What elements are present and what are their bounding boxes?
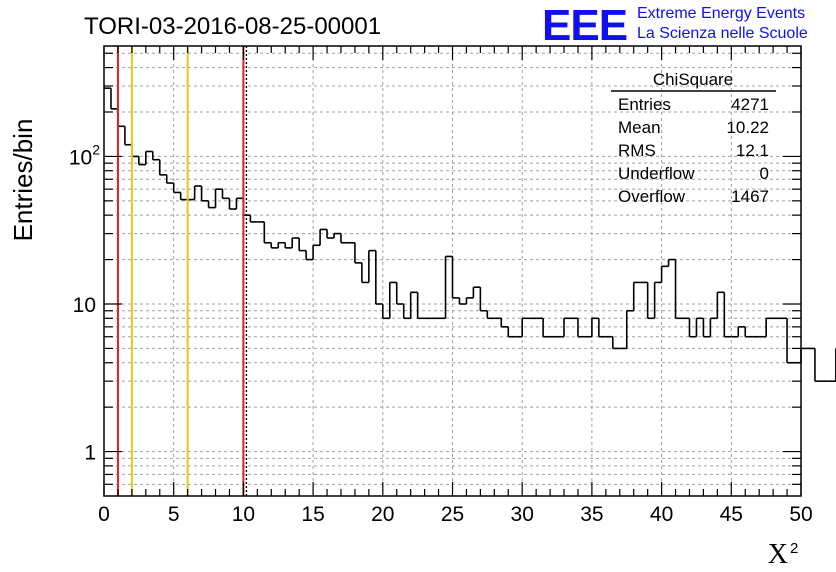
threshold-lines bbox=[116, 46, 248, 496]
y-tick-label: 10 bbox=[73, 294, 96, 317]
x-tick-label: 5 bbox=[168, 503, 180, 526]
y-tick-labels: 1 10 102 bbox=[69, 141, 100, 464]
x-tick-label: 20 bbox=[371, 503, 394, 526]
x-tick-label: 35 bbox=[580, 503, 603, 526]
axis-ticks bbox=[103, 46, 802, 496]
eee-logo-text: EEE bbox=[542, 1, 627, 50]
x-axis-title-sup: 2 bbox=[790, 540, 798, 557]
x-tick-label: 45 bbox=[720, 503, 743, 526]
x-axis-title-base: X bbox=[768, 539, 788, 570]
eee-logo-line2: La Scienza nelle Scuole bbox=[637, 25, 808, 42]
x-tick-label: 50 bbox=[789, 503, 812, 526]
y-axis-title: Entries/bin bbox=[8, 119, 38, 242]
x-tick-labels: 0 5 10 15 20 25 30 35 40 45 50 bbox=[98, 503, 813, 526]
x-axis-title: X bbox=[768, 539, 788, 570]
stats-label: RMS bbox=[618, 141, 656, 160]
stats-label: Overflow bbox=[618, 187, 686, 206]
stats-value: 10.22 bbox=[726, 118, 769, 137]
x-tick-label: 10 bbox=[232, 503, 255, 526]
stats-title: ChiSquare bbox=[653, 70, 733, 89]
x-tick-label: 0 bbox=[98, 503, 110, 526]
stats-box: ChiSquare Entries 4271 Mean 10.22 RMS 12.1 Und… bbox=[611, 70, 776, 206]
y-tick-label: 1 bbox=[84, 442, 96, 465]
x-tick-label: 15 bbox=[301, 503, 324, 526]
x-tick-label: 25 bbox=[441, 503, 464, 526]
eee-logo: EEE Extreme Energy Events La Scienza nel… bbox=[542, 1, 808, 50]
y-tick-label: 102 bbox=[69, 141, 100, 169]
stats-value: 12.1 bbox=[736, 141, 769, 160]
stats-label: Mean bbox=[618, 118, 661, 137]
x-tick-label: 30 bbox=[511, 503, 534, 526]
x-tick-label: 40 bbox=[650, 503, 673, 526]
stats-rows: Entries 4271 Mean 10.22 RMS 12.1 Underflow 0 Ove… bbox=[618, 95, 769, 206]
stats-label: Underflow bbox=[618, 164, 695, 183]
stats-value: 1467 bbox=[731, 187, 769, 206]
stats-value: 0 bbox=[760, 164, 769, 183]
eee-logo-line1: Extreme Energy Events bbox=[637, 5, 805, 22]
stats-value: 4271 bbox=[731, 95, 769, 114]
histogram-layer bbox=[104, 87, 836, 382]
chart-title: TORI-03-2016-08-25-00001 bbox=[84, 13, 381, 40]
stats-label: Entries bbox=[618, 95, 671, 114]
